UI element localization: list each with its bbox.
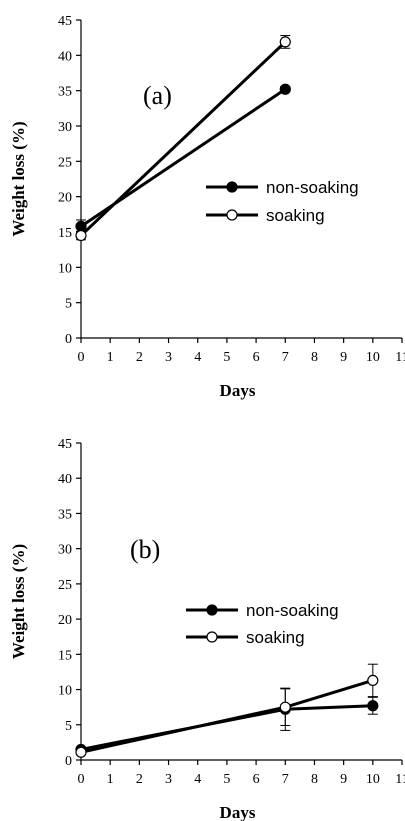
legend-label: soaking	[246, 628, 305, 647]
y-tick-label: 5	[65, 297, 72, 312]
x-tick-label: 10	[366, 350, 380, 365]
y-tick-label: 30	[58, 120, 72, 135]
y-tick-label: 5	[65, 719, 72, 734]
x-tick-label: 9	[340, 772, 347, 787]
y-tick-label: 35	[58, 85, 72, 100]
legend-marker-soaking	[206, 631, 218, 643]
data-point-soaking	[75, 746, 87, 758]
y-tick-label: 25	[58, 578, 72, 593]
y-axis-title: Weight loss (%)	[9, 121, 28, 236]
y-tick-label: 25	[58, 155, 72, 170]
y-axis-title: Weight loss (%)	[9, 544, 28, 659]
x-tick-label: 7	[282, 350, 289, 365]
x-tick-label: 1	[107, 350, 114, 365]
x-tick-label: 11	[395, 772, 405, 787]
x-tick-label: 6	[253, 772, 260, 787]
x-tick-label: 5	[223, 350, 230, 365]
legend-label: non-soaking	[266, 178, 359, 197]
series-line-soaking	[79, 40, 287, 237]
x-tick-label: 2	[136, 350, 143, 365]
x-tick-label: 5	[223, 772, 230, 787]
y-tick-label: 35	[58, 507, 72, 522]
x-tick-label: 8	[311, 350, 318, 365]
legend-marker-soaking	[226, 209, 238, 221]
x-tick-label: 1	[107, 772, 114, 787]
legend-label: soaking	[266, 206, 325, 225]
panel-label: (a)	[143, 81, 172, 110]
data-point-soaking	[367, 674, 379, 686]
x-tick-label: 3	[165, 350, 172, 365]
y-tick-label: 10	[58, 684, 72, 699]
y-tick-label: 45	[58, 14, 72, 29]
x-tick-label: 6	[253, 350, 260, 365]
x-tick-label: 9	[340, 350, 347, 365]
x-tick-label: 3	[165, 772, 172, 787]
data-point-soaking	[75, 229, 87, 242]
x-tick-label: 11	[395, 350, 405, 365]
x-tick-label: 4	[194, 772, 201, 787]
y-tick-label: 45	[58, 437, 72, 452]
data-point-non-soaking	[367, 700, 379, 712]
x-axis-title: Days	[220, 381, 256, 400]
chart-panel-b: 05101520253035404501234567891011DaysWeig…	[9, 437, 405, 821]
x-tick-label: 8	[311, 772, 318, 787]
y-tick-label: 15	[58, 226, 72, 241]
y-tick-label: 10	[58, 261, 72, 276]
x-tick-label: 4	[194, 350, 201, 365]
data-point-non-soaking	[75, 220, 87, 232]
y-tick-label: 30	[58, 543, 72, 558]
data-point-soaking	[279, 36, 291, 48]
y-tick-label: 0	[65, 754, 72, 769]
y-tick-label: 0	[65, 332, 72, 347]
x-tick-label: 0	[78, 772, 85, 787]
y-tick-label: 20	[58, 613, 72, 628]
data-point-non-soaking	[279, 83, 291, 95]
legend-marker-non-soaking	[226, 181, 238, 193]
y-tick-label: 20	[58, 191, 72, 206]
x-tick-label: 10	[366, 772, 380, 787]
x-axis-title: Days	[220, 803, 256, 821]
x-tick-label: 0	[78, 350, 85, 365]
x-tick-label: 2	[136, 772, 143, 787]
panel-label: (b)	[130, 535, 160, 564]
x-tick-label: 7	[282, 772, 289, 787]
chart-panel-a: 05101520253035404501234567891011DaysWeig…	[9, 14, 405, 400]
y-tick-label: 40	[58, 472, 72, 487]
y-tick-label: 15	[58, 648, 72, 663]
y-tick-label: 40	[58, 49, 72, 64]
legend-label: non-soaking	[246, 601, 339, 620]
series-line-soaking	[80, 678, 374, 754]
legend-marker-non-soaking	[206, 604, 218, 616]
data-point-soaking	[279, 701, 291, 713]
